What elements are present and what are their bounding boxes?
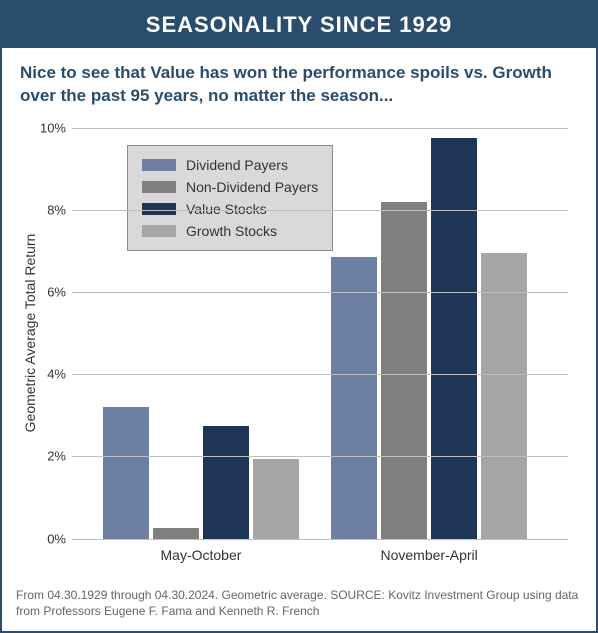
y-tick-label: 6%: [47, 285, 66, 300]
bar: [153, 528, 199, 538]
legend-swatch: [142, 203, 176, 215]
card-title: SEASONALITY SINCE 1929: [2, 2, 596, 48]
y-tick-label: 4%: [47, 367, 66, 382]
bar: [431, 138, 477, 538]
bar: [381, 202, 427, 539]
legend-label: Non-Dividend Payers: [186, 179, 318, 195]
footnote: From 04.30.1929 through 04.30.2024. Geom…: [2, 577, 596, 631]
bar: [203, 426, 249, 539]
gridline: [72, 539, 568, 540]
gridline: [72, 210, 568, 211]
y-axis-label: Geometric Average Total Return: [22, 234, 38, 433]
chart-card: SEASONALITY SINCE 1929 Nice to see that …: [0, 0, 598, 633]
legend: Dividend Payers Non-Dividend Payers Value …: [127, 145, 333, 251]
bar: [331, 257, 377, 538]
card-subtitle: Nice to see that Value has won the perfo…: [2, 48, 596, 118]
legend-label: Value Stocks: [186, 201, 267, 217]
legend-label: Growth Stocks: [186, 223, 277, 239]
x-tick-label: November-April: [380, 547, 477, 563]
bar-group: November-April: [331, 128, 527, 539]
legend-item: Dividend Payers: [142, 154, 318, 176]
legend-item: Non-Dividend Payers: [142, 176, 318, 198]
y-tick-label: 2%: [47, 449, 66, 464]
legend-label: Dividend Payers: [186, 157, 288, 173]
legend-swatch: [142, 181, 176, 193]
bar: [481, 253, 527, 538]
gridline: [72, 292, 568, 293]
legend-item: Growth Stocks: [142, 220, 318, 242]
y-tick-label: 8%: [47, 203, 66, 218]
x-tick-label: May-October: [160, 547, 241, 563]
bar: [103, 407, 149, 538]
y-tick-label: 10%: [40, 120, 66, 135]
plot-area: Geometric Average Total Return May-Octob…: [72, 128, 568, 539]
gridline: [72, 128, 568, 129]
chart-container: Geometric Average Total Return May-Octob…: [2, 118, 596, 577]
gridline: [72, 456, 568, 457]
bar: [253, 459, 299, 539]
y-tick-label: 0%: [47, 531, 66, 546]
bar-chart: Geometric Average Total Return May-Octob…: [20, 118, 578, 577]
legend-swatch: [142, 159, 176, 171]
gridline: [72, 374, 568, 375]
legend-item: Value Stocks: [142, 198, 318, 220]
legend-swatch: [142, 225, 176, 237]
